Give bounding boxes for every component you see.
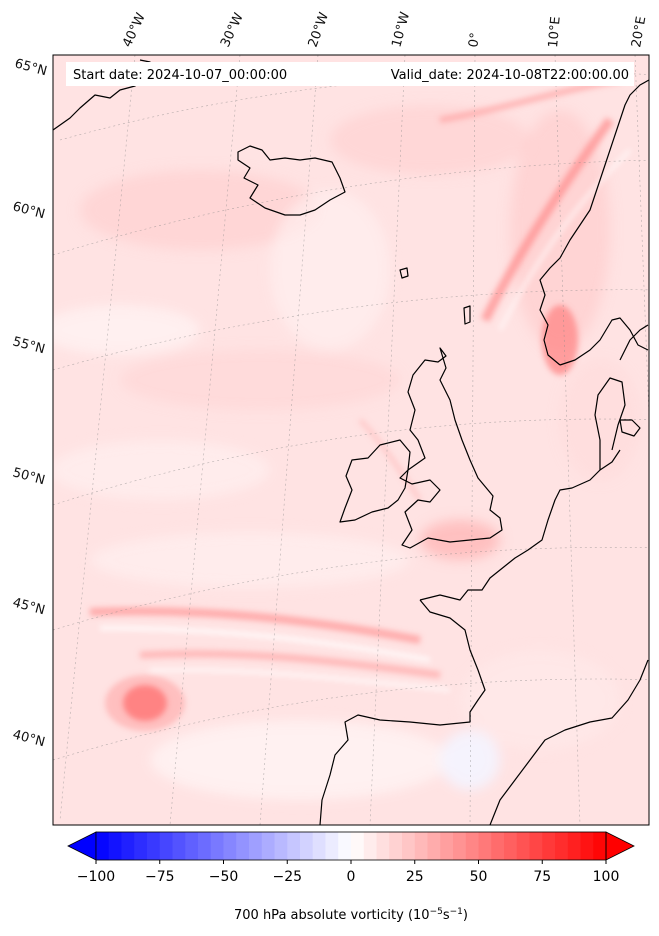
colorbar-cell (414, 832, 428, 860)
colorbar-cell (172, 832, 186, 860)
lon-label-10e: 10°E (546, 16, 564, 48)
lon-label-0: 0° (466, 32, 483, 49)
coast-norway (539, 79, 649, 366)
coast-france (419, 449, 621, 601)
lat-label-50n: 50°N (11, 465, 47, 488)
coast-faroe (399, 267, 409, 279)
coast-norway-south (559, 317, 649, 366)
valid-date-label: Valid_date: 2024-10-08T22:00:00.00 (391, 68, 629, 83)
lon-label-20w: 20°W (306, 10, 332, 49)
colorbar-cell (261, 832, 275, 860)
coast-denmark (594, 377, 626, 470)
colorbar-cell (402, 832, 416, 860)
colorbar-cells (96, 832, 607, 860)
coastlines (53, 59, 649, 825)
colorbar-cell (236, 832, 250, 860)
coast-bay-of-biscay (319, 599, 486, 825)
lat-label-55n: 55°N (11, 334, 47, 357)
lat-label-65n: 65°N (13, 56, 49, 79)
colorbar-cell (249, 832, 263, 860)
colorbar-cell (185, 832, 199, 860)
colorbar-cell (478, 832, 492, 860)
colorbar-cell (198, 832, 212, 860)
colorbar-tick-label: −25 (272, 869, 302, 885)
colorbar-tick-label: 25 (406, 869, 424, 885)
colorbar-tick-label: 0 (347, 869, 356, 885)
coast-iberia-med (489, 659, 649, 825)
map-frame (52, 54, 650, 826)
colorbar-tick-label: 75 (533, 869, 551, 885)
colorbar-cell (440, 832, 454, 860)
colorbar: −100 −75 −50 −25 0 25 50 75 100 700 hPa absolute… (67, 831, 635, 923)
colorbar-cell (504, 832, 518, 860)
info-box (66, 62, 634, 86)
colorbar-cell (453, 832, 467, 860)
lon-label-10w: 10°W (389, 10, 413, 49)
colorbar-extend-max (605, 831, 635, 861)
start-date-label: Start date: 2024-10-07_00:00:00 (73, 68, 287, 83)
colorbar-cell (134, 832, 148, 860)
lat-label-60n: 60°N (11, 199, 47, 222)
coast-shetland (463, 305, 471, 325)
colorbar-cell (108, 832, 122, 860)
colorbar-ticks: −100 −75 −50 −25 0 25 50 75 100 (77, 860, 620, 885)
vorticity-bands (89, 77, 632, 731)
lat-label-45n: 45°N (11, 595, 47, 618)
map-panel: Start date: 2024-10-07_00:00:00 Valid_da… (53, 55, 649, 825)
colorbar-tick-label: 50 (470, 869, 488, 885)
colorbar-cell (223, 832, 237, 860)
colorbar-tick-label: −50 (209, 869, 239, 885)
colorbar-cell (555, 832, 569, 860)
colorbar-extend-min (67, 831, 97, 861)
lat-label-40n: 40°N (11, 727, 47, 750)
colorbar-cell (427, 832, 441, 860)
colorbar-cell (274, 832, 288, 860)
colorbar-title: 700 hPa absolute vorticity (10−5s−1) (234, 907, 468, 923)
colorbar-cell (376, 832, 390, 860)
colorbar-cell (580, 832, 594, 860)
colorbar-cell (516, 832, 530, 860)
colorbar-cell (159, 832, 173, 860)
colorbar-cell (465, 832, 479, 860)
colorbar-cell (351, 832, 365, 860)
colorbar-cell (491, 832, 505, 860)
coast-ireland (339, 439, 411, 523)
coast-iceland (237, 145, 346, 216)
lat-labels: 65°N 60°N 55°N 50°N 45°N 40°N (11, 56, 49, 750)
colorbar-cell (121, 832, 135, 860)
coast-great-britain (399, 347, 503, 549)
colorbar-cell (210, 832, 224, 860)
colorbar-cell (363, 832, 377, 860)
colorbar-tick-label: −100 (77, 869, 115, 885)
colorbar-tick-label: −75 (145, 869, 175, 885)
colorbar-cell (96, 832, 110, 860)
colorbar-cell (542, 832, 556, 860)
lon-label-20e: 20°E (629, 15, 649, 48)
colorbar-cell (312, 832, 326, 860)
colorbar-cell (287, 832, 301, 860)
lon-label-30w: 30°W (218, 11, 247, 50)
colorbar-cell (325, 832, 339, 860)
coast-sweden (619, 324, 649, 361)
colorbar-cell (567, 832, 581, 860)
colorbar-cell (147, 832, 161, 860)
colorbar-cell (389, 832, 403, 860)
colorbar-cell (338, 832, 352, 860)
colorbar-cell (529, 832, 543, 860)
lon-labels: 40°W 30°W 20°W 10°W 0° 10°E 20°E (120, 10, 649, 49)
lon-label-40w: 40°W (120, 11, 149, 50)
colorbar-tick-label: 100 (593, 869, 620, 885)
colorbar-cell (593, 832, 607, 860)
coast-scandinavia-inner (619, 419, 641, 437)
colorbar-cell (300, 832, 314, 860)
